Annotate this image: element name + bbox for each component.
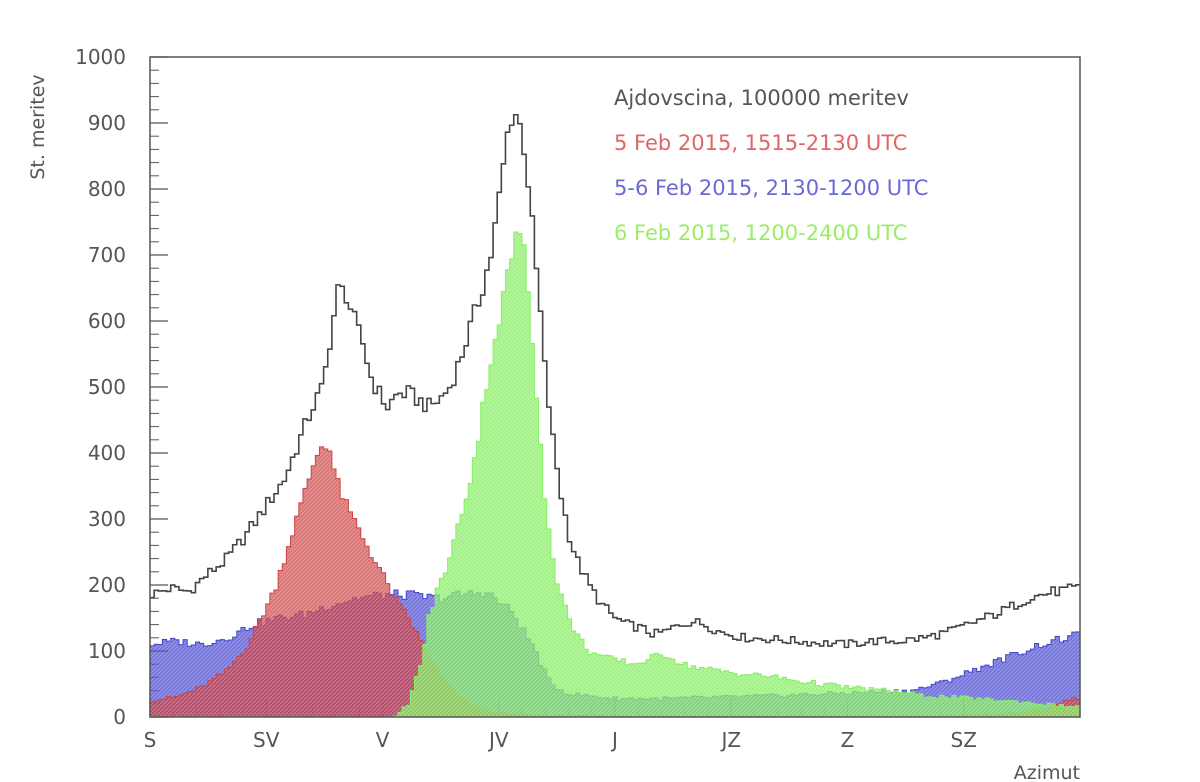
- legend-entry-1: 5 Feb 2015, 1515-2130 UTC: [614, 131, 907, 155]
- x-axis-label: Azimut: [1014, 762, 1080, 782]
- y-tick-label: 700: [88, 243, 126, 267]
- series-layer: [149, 113, 1081, 718]
- series-0-outline: [150, 113, 1080, 649]
- y-axis-ticks: 0 100 200 300 400 500 600 700 800 900 1000: [75, 45, 168, 729]
- x-tick-label: J: [610, 728, 618, 752]
- y-tick-label: 900: [88, 111, 126, 135]
- x-tick-label: JV: [487, 728, 509, 752]
- plot-frame: [149, 56, 1081, 718]
- legend-entry-2: 5-6 Feb 2015, 2130-1200 UTC: [614, 176, 928, 200]
- legend: Ajdovscina, 100000 meritev 5 Feb 2015, 15…: [614, 86, 928, 245]
- x-tick-label: S: [144, 728, 157, 752]
- y-tick-label: 400: [88, 441, 126, 465]
- y-tick-label: 0: [113, 705, 126, 729]
- x-tick-label: JZ: [719, 728, 741, 752]
- y-axis-label: St. meritev: [27, 74, 49, 179]
- x-tick-label: Z: [841, 728, 855, 752]
- x-tick-label: V: [376, 728, 390, 752]
- y-tick-label: 100: [88, 639, 126, 663]
- legend-entry-3: 6 Feb 2015, 1200-2400 UTC: [614, 221, 907, 245]
- x-tick-label: SZ: [951, 728, 977, 752]
- y-tick-label: 1000: [75, 45, 126, 69]
- y-tick-label: 800: [88, 177, 126, 201]
- y-tick-label: 300: [88, 507, 126, 531]
- legend-entry-0: Ajdovscina, 100000 meritev: [614, 86, 909, 110]
- y-tick-label: 500: [88, 375, 126, 399]
- y-tick-label: 200: [88, 573, 126, 597]
- y-tick-label: 600: [88, 309, 126, 333]
- x-tick-label: SV: [253, 728, 280, 752]
